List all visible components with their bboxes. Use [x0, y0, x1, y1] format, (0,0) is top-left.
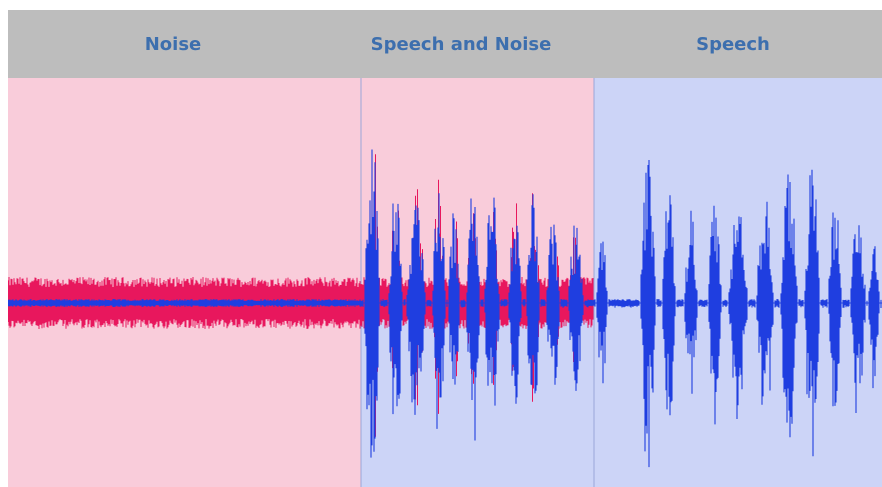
waveform-svg [8, 78, 882, 487]
region-label-noise: Noise [144, 33, 202, 55]
region-label-speech-and-noise: Speech and Noise [370, 33, 552, 55]
region-header-bar: Noise Speech and Noise Speech [8, 10, 882, 78]
waveform-figure: Noise Speech and Noise Speech [8, 10, 882, 487]
region-label-speech: Speech [696, 33, 770, 55]
waveform-plot [8, 78, 882, 487]
speech-waveform-trace [8, 149, 882, 468]
